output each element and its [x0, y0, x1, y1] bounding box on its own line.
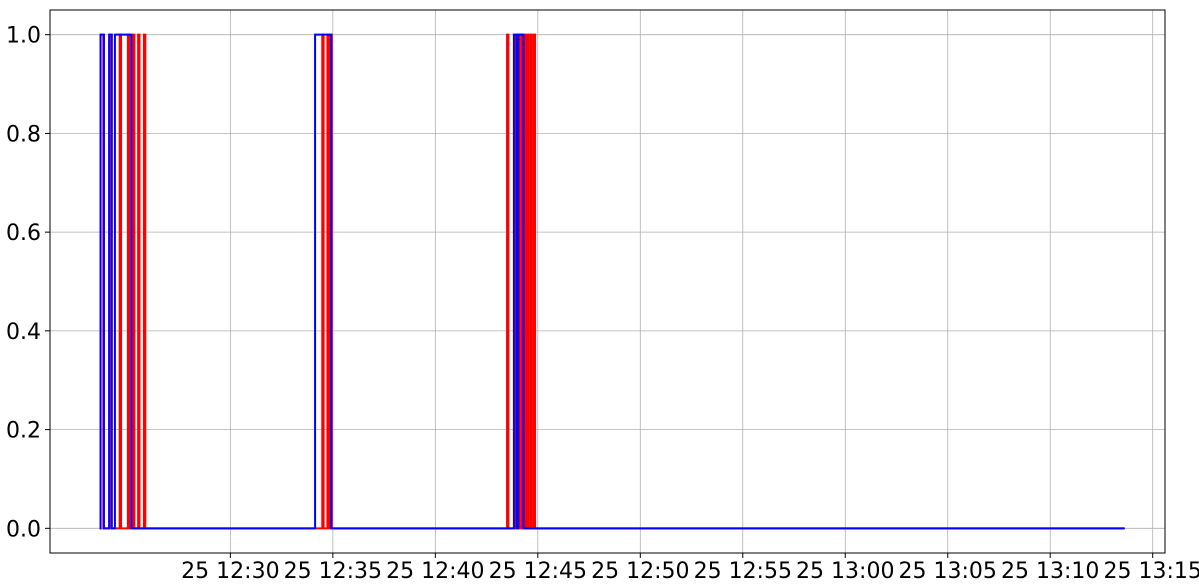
x-tick-label: 25 13:00 [796, 559, 894, 584]
grid [50, 10, 1165, 553]
x-tick-label: 25 12:40 [386, 559, 484, 584]
series-group [99, 33, 1125, 530]
x-tick-label: 25 12:35 [284, 559, 382, 584]
x-tick-label: 25 13:15 [1104, 559, 1199, 584]
y-tick-label: 0.4 [6, 320, 41, 345]
x-tick-label: 25 12:30 [181, 559, 279, 584]
y-tick-label: 0.6 [6, 221, 41, 246]
x-tick-label: 25 12:55 [694, 559, 792, 584]
x-tick-label: 25 13:05 [899, 559, 997, 584]
x-tick-label: 25 13:10 [1001, 559, 1099, 584]
x-axis: 25 12:30 25 12:35 25 12:40 25 12:45 25 12:50… [181, 553, 1199, 584]
y-tick-label: 0.8 [6, 122, 41, 147]
plot-frame [49, 9, 1166, 554]
x-tick-label: 25 12:50 [591, 559, 689, 584]
series-line-2 [99, 33, 1125, 530]
y-axis: 0.0 0.2 0.4 0.6 0.8 1.0 [6, 24, 50, 542]
y-tick-label: 1.0 [6, 24, 41, 49]
x-tick-label: 25 12:45 [489, 559, 587, 584]
y-tick-label: 0.0 [6, 517, 41, 542]
y-tick-label: 0.2 [6, 419, 41, 444]
